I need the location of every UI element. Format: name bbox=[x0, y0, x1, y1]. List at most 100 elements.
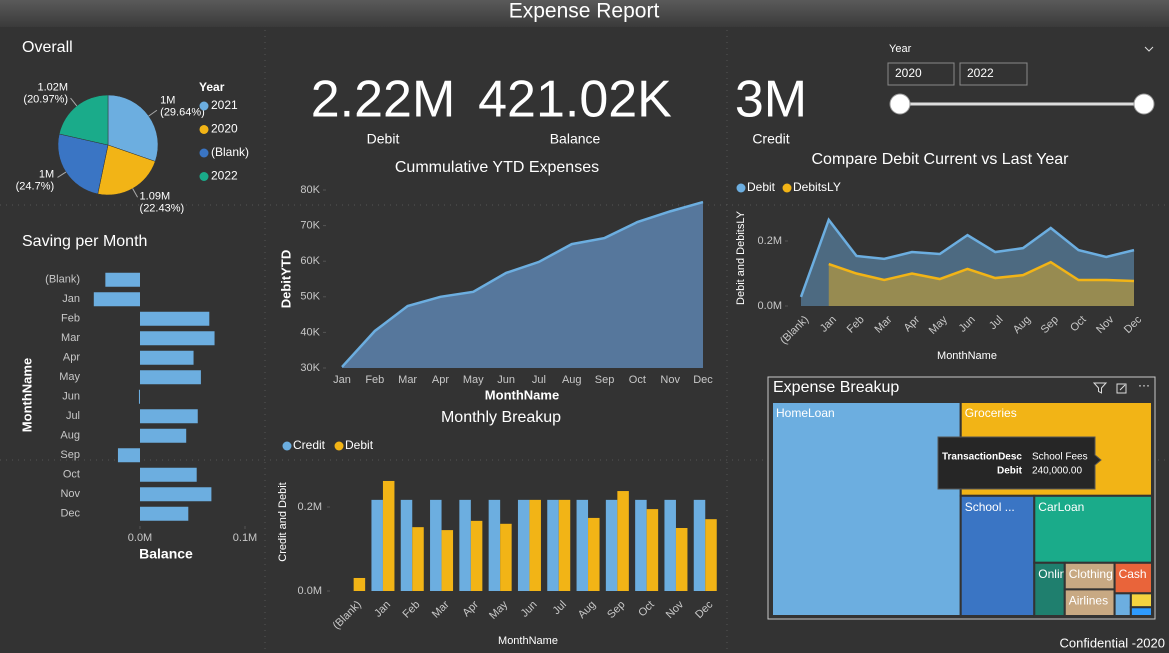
x-axis-label: MonthName bbox=[937, 350, 997, 362]
treemap-tile bbox=[1129, 606, 1153, 617]
x-tick-label: 0.0M bbox=[128, 532, 152, 544]
tile-label: Airlines bbox=[1069, 594, 1108, 608]
bar bbox=[617, 491, 629, 591]
data-label-percent: (24.7%) bbox=[16, 181, 55, 193]
filter-icon[interactable] bbox=[1092, 382, 1108, 394]
legend-marker bbox=[199, 148, 209, 158]
slicer-from-box[interactable] bbox=[887, 62, 955, 86]
tile-label: Cash bbox=[1119, 567, 1147, 581]
y-tick-label: 70K bbox=[300, 220, 320, 232]
slicer-to-box[interactable] bbox=[959, 62, 1028, 86]
bar bbox=[412, 527, 424, 591]
legend-label: (Blank) bbox=[211, 145, 249, 159]
tile-label: CarLoan bbox=[1038, 500, 1084, 514]
legend-label: 2021 bbox=[211, 98, 238, 112]
y-tick-label: Aug bbox=[60, 430, 80, 442]
tooltip-field: TransactionDesc bbox=[942, 452, 1022, 463]
treemap-tile bbox=[1129, 592, 1153, 609]
y-tick-label: 30K bbox=[300, 362, 320, 374]
treemap-tile bbox=[1113, 592, 1132, 617]
more-icon[interactable]: ··· bbox=[1138, 378, 1150, 392]
focus-icon[interactable] bbox=[1116, 383, 1127, 394]
legend-label: DebitsLY bbox=[793, 180, 841, 194]
tooltip-field: Debit bbox=[997, 466, 1023, 477]
bar bbox=[675, 528, 688, 591]
y-tick-label: Jul bbox=[66, 410, 80, 422]
x-tick-label: Jul bbox=[532, 374, 546, 386]
line bbox=[799, 217, 1135, 298]
bar bbox=[558, 499, 571, 591]
bar bbox=[140, 428, 187, 443]
kpi-value: 2.22M bbox=[311, 71, 456, 129]
slicer-title: Year bbox=[889, 43, 912, 55]
chart-title: Saving per Month bbox=[22, 233, 147, 250]
bar bbox=[664, 499, 676, 591]
pie-slice bbox=[107, 94, 159, 162]
chart-title: Overall bbox=[22, 39, 73, 56]
chart-title: Compare Debit Current vs Last Year bbox=[811, 151, 1069, 168]
legend-label: 2022 bbox=[211, 169, 238, 183]
bar bbox=[140, 467, 197, 482]
bar bbox=[140, 370, 201, 385]
area-line bbox=[341, 200, 704, 368]
y-tick-label: Jan bbox=[62, 293, 80, 305]
bar bbox=[371, 499, 383, 591]
legend-marker bbox=[199, 172, 209, 181]
y-tick-label: Sep bbox=[60, 449, 80, 461]
bar bbox=[400, 499, 413, 591]
bar bbox=[547, 499, 559, 591]
bar bbox=[459, 499, 471, 591]
tooltip-value: 240,000.00 bbox=[1032, 466, 1082, 477]
slicer-from: 2020 bbox=[895, 66, 922, 80]
footer: Confidential -2020 bbox=[1059, 635, 1165, 650]
slicer-to: 2022 bbox=[967, 66, 994, 80]
x-axis-label: Balance bbox=[139, 546, 193, 562]
legend-marker bbox=[736, 183, 746, 193]
bar bbox=[117, 448, 140, 463]
x-tick-label: Sep bbox=[595, 374, 615, 386]
data-label-amount: 1M bbox=[160, 95, 175, 107]
slicer-chevron[interactable] bbox=[1144, 46, 1154, 52]
legend-title: Year bbox=[199, 80, 225, 94]
slicer-handle[interactable] bbox=[889, 93, 911, 115]
y-axis-label: Debit and DebitsLY bbox=[735, 210, 747, 305]
y-tick-label: (Blank) bbox=[45, 274, 80, 286]
bar bbox=[353, 577, 366, 591]
leader-line bbox=[70, 97, 78, 107]
data-label-amount: 1.02M bbox=[37, 81, 68, 93]
bar bbox=[500, 523, 512, 591]
x-tick-label: Nov bbox=[660, 374, 680, 386]
bar bbox=[646, 509, 659, 591]
pie-slice bbox=[97, 144, 156, 196]
bar bbox=[470, 520, 483, 591]
y-tick-label: May bbox=[59, 371, 80, 383]
tooltip-box bbox=[937, 436, 1102, 490]
bar bbox=[705, 519, 717, 591]
chart-title: Cummulative YTD Expenses bbox=[395, 159, 599, 176]
x-axis-label: MonthName bbox=[485, 387, 559, 402]
bar bbox=[105, 272, 140, 287]
legend-marker bbox=[199, 125, 209, 134]
y-tick-label: Mar bbox=[61, 332, 80, 344]
y-tick-label: Nov bbox=[60, 488, 80, 500]
chart-title: Expense Breakup bbox=[773, 379, 899, 396]
kpi-value: 3M bbox=[735, 71, 807, 129]
data-label-percent: (22.43%) bbox=[140, 202, 185, 214]
data-label-percent: (29.64%) bbox=[160, 107, 205, 119]
bar bbox=[605, 499, 618, 591]
x-tick-label: Dec bbox=[693, 374, 713, 386]
x-tick-label: Oct bbox=[629, 374, 646, 386]
tooltip-value: School Fees bbox=[1032, 452, 1088, 463]
bar bbox=[517, 499, 530, 591]
kpi-label: Balance bbox=[550, 131, 601, 147]
pie-slice bbox=[58, 94, 109, 146]
y-axis-label: Credit and Debit bbox=[277, 482, 289, 562]
area-fill bbox=[801, 219, 1134, 306]
bar bbox=[138, 389, 140, 404]
slicer-handle[interactable] bbox=[1133, 93, 1155, 115]
legend-marker bbox=[782, 183, 792, 193]
tile-label: Online bbox=[1038, 567, 1073, 581]
data-label-amount: 1.09M bbox=[140, 190, 171, 202]
bar bbox=[693, 499, 706, 591]
